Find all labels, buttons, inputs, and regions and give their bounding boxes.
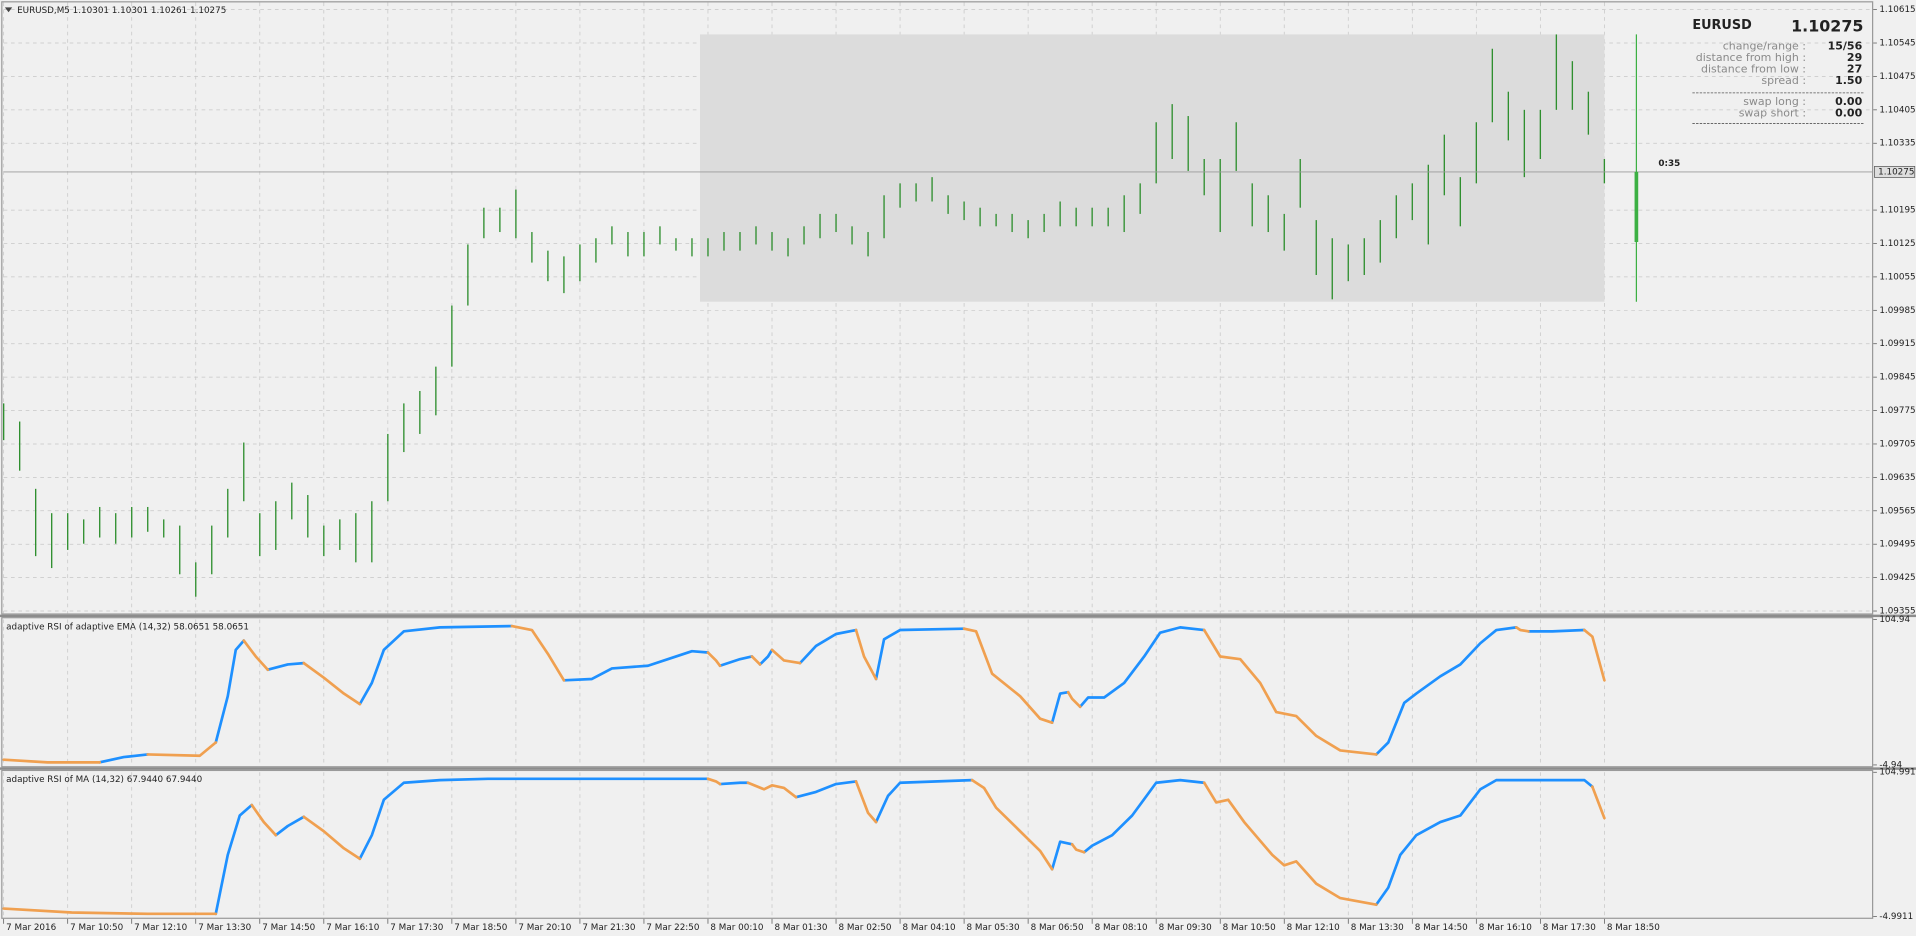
menu-arrow[interactable] [4,7,13,13]
x-tick-label: 8 Mar 08:10 [1095,923,1148,933]
x-tick-label: 7 Mar 18:50 [454,923,507,933]
x-tick-label: 7 Mar 17:30 [390,923,443,933]
x-tick-label: 7 Mar 2016 [6,923,56,933]
info-label: distance from low : [1701,63,1806,76]
y-tick-label: -4.94 [1879,760,1902,770]
info-value: 15/56 [1828,39,1863,52]
x-tick-label: 7 Mar 12:10 [134,923,187,933]
x-tick-label: 8 Mar 05:30 [967,923,1020,933]
y-tick-label: 1.10055 [1879,272,1915,282]
y-tick-label: 1.09565 [1879,506,1915,516]
panel-separator [0,767,1916,770]
x-tick-label: 8 Mar 02:50 [838,923,891,933]
x-tick-label: 8 Mar 00:10 [710,923,763,933]
y-tick-label: 1.09985 [1879,306,1915,316]
y-tick-label: -4.9911 [1879,912,1913,922]
y-tick-label: 1.09705 [1879,439,1915,449]
x-tick-label: 8 Mar 09:30 [1159,923,1212,933]
indicator-title: adaptive RSI of adaptive EMA (14,32) 58.… [6,622,249,632]
y-tick-label: 1.09775 [1879,406,1915,416]
x-tick-label: 8 Mar 06:50 [1031,923,1084,933]
indicator-line [98,624,1586,764]
info-label: spread : [1761,74,1806,87]
info-value: 29 [1847,51,1862,64]
y-tick-label: 1.10125 [1879,239,1915,249]
back-layer [3,2,1874,917]
x-tick-label: 8 Mar 12:10 [1287,923,1340,933]
info-value: 0.00 [1835,107,1862,120]
info-symbol: EURUSD [1692,18,1751,33]
x-tick-label: 7 Mar 20:10 [518,923,571,933]
x-tick-label: 8 Mar 01:30 [774,923,827,933]
y-tick-label: 104.94 [1879,615,1910,625]
y-tick-label: 1.10335 [1879,139,1915,149]
y-tick-label: 104.9911 [1879,768,1916,778]
y-tick-label: 1.10475 [1879,72,1915,82]
panel-separator [0,614,1916,618]
price-panel-frame [1,1,1874,615]
x-tick-label: 7 Mar 10:50 [70,923,123,933]
info-price: 1.10275 [1791,16,1863,35]
x-tick-label: 7 Mar 22:50 [646,923,699,933]
y-tick-label: 1.10195 [1879,206,1915,216]
x-tick-label: 8 Mar 10:50 [1223,923,1276,933]
info-label: change/range : [1723,39,1806,52]
info-label: swap short : [1739,107,1806,120]
y-tick-label: 1.10615 [1879,5,1915,15]
x-tick-label: 7 Mar 14:50 [262,923,315,933]
x-tick-label: 8 Mar 04:10 [903,923,956,933]
y-tick-label: 1.10405 [1879,105,1915,115]
y-tick-label: 1.09425 [1879,573,1915,583]
window-title: EURUSD,M5 1.10301 1.10301 1.10261 1.1027… [17,6,226,16]
x-tick-label: 8 Mar 17:30 [1543,923,1596,933]
info-value: 27 [1847,63,1862,76]
indicator-panel-frame [1,617,1874,768]
x-tick-label: 7 Mar 13:30 [198,923,251,933]
y-tick-label: 1.09845 [1879,373,1915,383]
y-tick-label: 1.09495 [1879,540,1915,550]
indicator-title: adaptive RSI of MA (14,32) 67.9440 67.94… [6,775,202,785]
bar-timer: 0:35 [1658,159,1680,169]
range-box [699,34,1605,302]
x-tick-label: 8 Mar 16:10 [1479,923,1532,933]
info-value: 0.00 [1835,95,1862,108]
current-price-tag [1874,166,1916,178]
indicator-panel-frame [1,769,1874,919]
indicator-line [2,777,1606,916]
info-label: distance from high : [1696,51,1806,64]
current-price-label: 1.10275 [1878,167,1914,177]
info-value: 1.50 [1835,74,1862,87]
data-layer [2,34,1874,916]
x-tick-label: 7 Mar 16:10 [326,923,379,933]
x-tick-label: 7 Mar 21:30 [582,923,635,933]
y-tick-label: 1.09915 [1879,339,1915,349]
info-label: swap long : [1743,95,1806,108]
indicator-line [214,777,1594,916]
x-tick-label: 8 Mar 18:50 [1607,923,1660,933]
y-tick-label: 1.10545 [1879,39,1915,49]
x-tick-label: 8 Mar 13:30 [1351,923,1404,933]
indicator-line [2,624,1606,764]
y-tick-label: 1.09635 [1879,473,1915,483]
x-tick-label: 8 Mar 14:50 [1415,923,1468,933]
y-tick-label: 1.09355 [1879,607,1915,617]
